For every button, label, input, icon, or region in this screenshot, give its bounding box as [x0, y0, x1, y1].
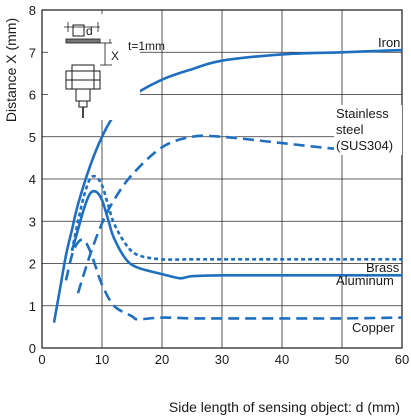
y-tick-label: 1: [29, 299, 36, 314]
y-tick-label: 4: [29, 172, 36, 187]
label-aluminum: Aluminum: [336, 273, 394, 288]
series-line-brass: [70, 174, 402, 261]
y-tick-label: 6: [29, 88, 36, 103]
label-brass: Brass: [366, 260, 400, 275]
y-tick-label: 5: [29, 130, 36, 145]
x-tick-label: 10: [95, 352, 109, 367]
label-iron: Iron: [378, 35, 400, 50]
tick-labels: 0 10 20 30 40 50 60 0 1 2 3 4 5 6 7 8: [29, 3, 409, 367]
target-square-icon: [72, 24, 85, 37]
y-tick-label: 0: [29, 341, 36, 356]
x-tick-label: 20: [155, 352, 169, 367]
x-axis-title: Side length of sensing object: d (mm): [169, 399, 400, 415]
label-copper: Copper: [352, 320, 395, 335]
label-stainless-line3: (SUS304): [336, 138, 393, 153]
x-tick-label: 60: [395, 352, 409, 367]
x-tick-label: 50: [335, 352, 349, 367]
series-line-copper: [64, 238, 403, 321]
x-tick-label: 0: [38, 352, 45, 367]
y-tick-label: 7: [29, 45, 36, 60]
y-tick-label: 3: [29, 214, 36, 229]
target-plate-icon: [65, 38, 101, 44]
label-background-stainless: [334, 105, 402, 155]
plot-frame: [41, 9, 403, 349]
x-tick-label: 40: [275, 352, 289, 367]
x-label: X: [111, 49, 119, 63]
sensor-inset-diagram: d t=1mm X: [48, 14, 165, 120]
t-label: t=1mm: [128, 39, 165, 53]
label-stainless-line1: Stainless: [336, 106, 389, 121]
y-axis-title: Distance X (mm): [3, 18, 19, 122]
label-stainless-line2: steel: [336, 122, 364, 137]
y-tick-label: 2: [29, 257, 36, 272]
series-line-aluminum: [70, 189, 402, 280]
series-line-stainless-steel-sus304: [76, 134, 403, 294]
proximity-sensor-icon: [65, 64, 101, 118]
d-label: d: [86, 24, 93, 38]
y-tick-label: 8: [29, 3, 36, 18]
x-tick-label: 30: [215, 352, 229, 367]
